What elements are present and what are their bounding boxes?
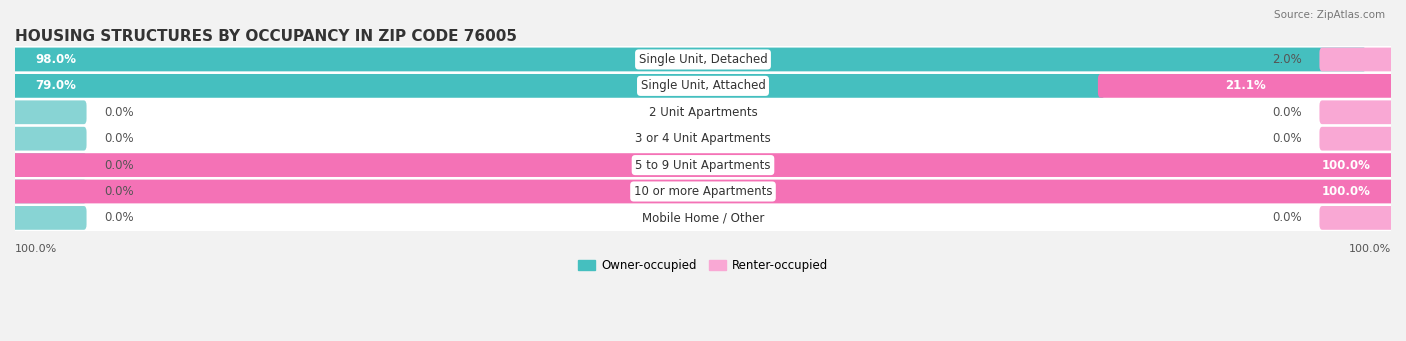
FancyBboxPatch shape: [13, 153, 1393, 177]
FancyBboxPatch shape: [13, 180, 87, 203]
Text: 0.0%: 0.0%: [104, 185, 134, 198]
FancyBboxPatch shape: [13, 100, 87, 124]
Text: Single Unit, Attached: Single Unit, Attached: [641, 79, 765, 92]
FancyBboxPatch shape: [13, 153, 87, 177]
Text: Mobile Home / Other: Mobile Home / Other: [641, 211, 765, 224]
FancyBboxPatch shape: [13, 206, 87, 230]
Text: 3 or 4 Unit Apartments: 3 or 4 Unit Apartments: [636, 132, 770, 145]
FancyBboxPatch shape: [13, 180, 1393, 203]
Text: HOUSING STRUCTURES BY OCCUPANCY IN ZIP CODE 76005: HOUSING STRUCTURES BY OCCUPANCY IN ZIP C…: [15, 29, 517, 44]
Text: Single Unit, Detached: Single Unit, Detached: [638, 53, 768, 66]
Text: 5 to 9 Unit Apartments: 5 to 9 Unit Apartments: [636, 159, 770, 172]
Text: 100.0%: 100.0%: [15, 244, 58, 254]
FancyBboxPatch shape: [11, 42, 1395, 77]
FancyBboxPatch shape: [13, 74, 1105, 98]
Text: 0.0%: 0.0%: [104, 132, 134, 145]
FancyBboxPatch shape: [11, 201, 1395, 235]
Text: 0.0%: 0.0%: [104, 106, 134, 119]
Text: Source: ZipAtlas.com: Source: ZipAtlas.com: [1274, 10, 1385, 20]
Text: 0.0%: 0.0%: [1272, 132, 1302, 145]
Text: 0.0%: 0.0%: [1272, 106, 1302, 119]
FancyBboxPatch shape: [1319, 206, 1393, 230]
FancyBboxPatch shape: [11, 69, 1395, 103]
FancyBboxPatch shape: [13, 48, 1367, 71]
Text: 0.0%: 0.0%: [104, 211, 134, 224]
Legend: Owner-occupied, Renter-occupied: Owner-occupied, Renter-occupied: [572, 254, 834, 277]
FancyBboxPatch shape: [11, 95, 1395, 130]
FancyBboxPatch shape: [11, 174, 1395, 209]
Text: 98.0%: 98.0%: [35, 53, 77, 66]
FancyBboxPatch shape: [11, 148, 1395, 182]
Text: 2.0%: 2.0%: [1272, 53, 1302, 66]
Text: 79.0%: 79.0%: [35, 79, 76, 92]
FancyBboxPatch shape: [1319, 127, 1393, 151]
Text: 100.0%: 100.0%: [1322, 159, 1371, 172]
FancyBboxPatch shape: [13, 127, 87, 151]
Text: 21.1%: 21.1%: [1226, 79, 1267, 92]
Text: 0.0%: 0.0%: [104, 159, 134, 172]
Text: 2 Unit Apartments: 2 Unit Apartments: [648, 106, 758, 119]
Text: 100.0%: 100.0%: [1348, 244, 1391, 254]
Text: 100.0%: 100.0%: [1322, 185, 1371, 198]
FancyBboxPatch shape: [11, 121, 1395, 156]
FancyBboxPatch shape: [1319, 48, 1393, 71]
Text: 10 or more Apartments: 10 or more Apartments: [634, 185, 772, 198]
FancyBboxPatch shape: [1319, 100, 1393, 124]
FancyBboxPatch shape: [1098, 74, 1393, 98]
Text: 0.0%: 0.0%: [1272, 211, 1302, 224]
